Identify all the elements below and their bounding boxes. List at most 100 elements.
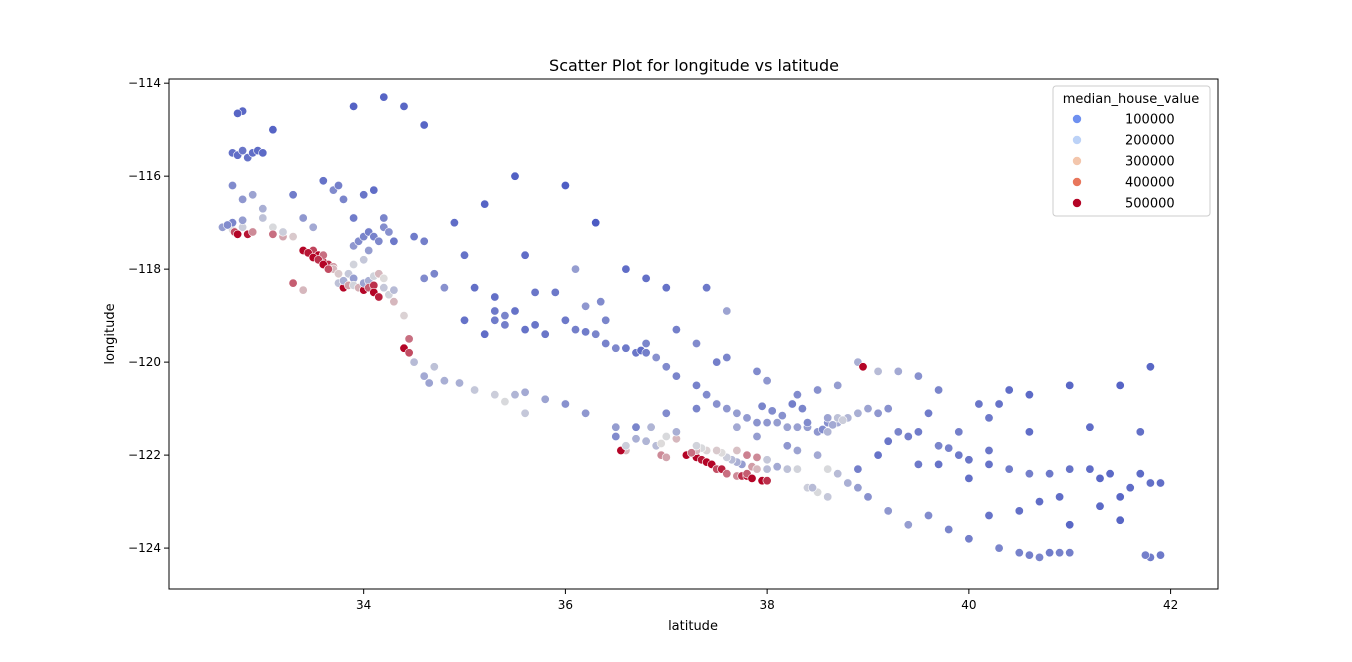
- scatter-point: [691, 441, 701, 451]
- scatter-point: [510, 390, 520, 400]
- scatter-point: [762, 376, 772, 386]
- scatter-point: [913, 427, 923, 437]
- scatter-point: [278, 227, 288, 237]
- y-tick-label: −116: [128, 169, 161, 183]
- scatter-point: [863, 404, 873, 414]
- scatter-point: [490, 292, 500, 302]
- scatter-point: [944, 443, 954, 453]
- scatter-point: [454, 378, 464, 388]
- scatter-point: [248, 227, 258, 237]
- scatter-point: [333, 181, 343, 191]
- scatter-point: [540, 394, 550, 404]
- scatter-point: [550, 287, 560, 297]
- scatter-point: [863, 492, 873, 502]
- scatter-point: [873, 366, 883, 376]
- scatter-point: [404, 334, 414, 344]
- chart-title: Scatter Plot for longitude vs latitude: [549, 56, 839, 75]
- scatter-point: [611, 343, 621, 353]
- scatter-point: [1095, 473, 1105, 483]
- scatter-point: [1004, 464, 1014, 474]
- scatter-point: [661, 362, 671, 372]
- legend-label: 300000: [1125, 155, 1175, 170]
- scatter-point: [1140, 550, 1150, 560]
- scatter-point: [298, 213, 308, 223]
- scatter-point: [429, 269, 439, 279]
- scatter-point: [858, 362, 868, 372]
- scatter-point: [994, 543, 1004, 553]
- scatter-point: [233, 108, 243, 118]
- scatter-point: [838, 415, 848, 425]
- scatter-point: [333, 269, 343, 279]
- scatter-point: [238, 146, 248, 156]
- scatter-point: [964, 534, 974, 544]
- scatter-point: [923, 510, 933, 520]
- scatter-point: [1125, 483, 1135, 493]
- scatter-point: [439, 376, 449, 386]
- scatter-point: [379, 273, 389, 283]
- legend-marker: [1072, 198, 1082, 208]
- scatter-point: [238, 215, 248, 225]
- scatter-point: [308, 222, 318, 232]
- legend-marker: [1072, 135, 1082, 145]
- scatter-point: [691, 338, 701, 348]
- scatter-point: [384, 227, 394, 237]
- scatter-point: [480, 199, 490, 209]
- x-tick-label: 38: [759, 598, 774, 612]
- scatter-point: [1115, 492, 1125, 502]
- scatter-point: [520, 325, 530, 335]
- scatter-point: [641, 273, 651, 283]
- scatter-point: [873, 408, 883, 418]
- scatter-point: [1045, 548, 1055, 558]
- scatter-point: [787, 399, 797, 409]
- scatter-point: [742, 450, 752, 460]
- scatter-point: [661, 283, 671, 293]
- legend-title: median_house_value: [1063, 92, 1199, 107]
- scatter-point: [409, 357, 419, 367]
- scatter-point: [732, 445, 742, 455]
- scatter-point: [1145, 362, 1155, 372]
- scatter-point: [974, 399, 984, 409]
- scatter-point: [389, 236, 399, 246]
- scatter-point: [288, 190, 298, 200]
- scatter-point: [389, 297, 399, 307]
- scatter-point: [994, 399, 1004, 409]
- scatter-point: [591, 218, 601, 228]
- scatter-point: [671, 427, 681, 437]
- scatter-point: [500, 311, 510, 321]
- scatter-point: [1024, 550, 1034, 560]
- scatter-point: [258, 204, 268, 214]
- scatter-point: [964, 473, 974, 483]
- scatter-point: [581, 408, 591, 418]
- scatter-point: [1095, 501, 1105, 511]
- scatter-point: [510, 171, 520, 181]
- scatter-point: [712, 399, 722, 409]
- legend-box: [1052, 85, 1211, 217]
- scatter-point: [661, 408, 671, 418]
- scatter-point: [490, 315, 500, 325]
- scatter-point: [747, 473, 757, 483]
- scatter-point: [823, 413, 833, 423]
- scatter-point: [984, 413, 994, 423]
- scatter-point: [777, 411, 787, 421]
- legend-marker: [1072, 177, 1082, 187]
- scatter-point: [722, 469, 732, 479]
- scatter-point: [248, 190, 258, 200]
- scatter-point: [581, 301, 591, 311]
- y-tick-label: −118: [128, 262, 161, 276]
- scatter-point: [762, 455, 772, 465]
- scatter-point: [671, 371, 681, 381]
- scatter-point: [833, 380, 843, 390]
- scatter-point: [1035, 497, 1045, 507]
- scatter-point: [1105, 469, 1115, 479]
- scatter-point: [379, 283, 389, 293]
- scatter-point: [1156, 478, 1166, 488]
- scatter-point: [752, 418, 762, 428]
- scatter-point: [883, 436, 893, 446]
- scatter-point: [323, 264, 333, 274]
- scatter-point: [223, 220, 233, 230]
- scatter-point: [964, 455, 974, 465]
- scatter-point: [560, 315, 570, 325]
- scatter-point: [338, 194, 348, 204]
- scatter-point: [883, 506, 893, 516]
- scatter-point: [853, 408, 863, 418]
